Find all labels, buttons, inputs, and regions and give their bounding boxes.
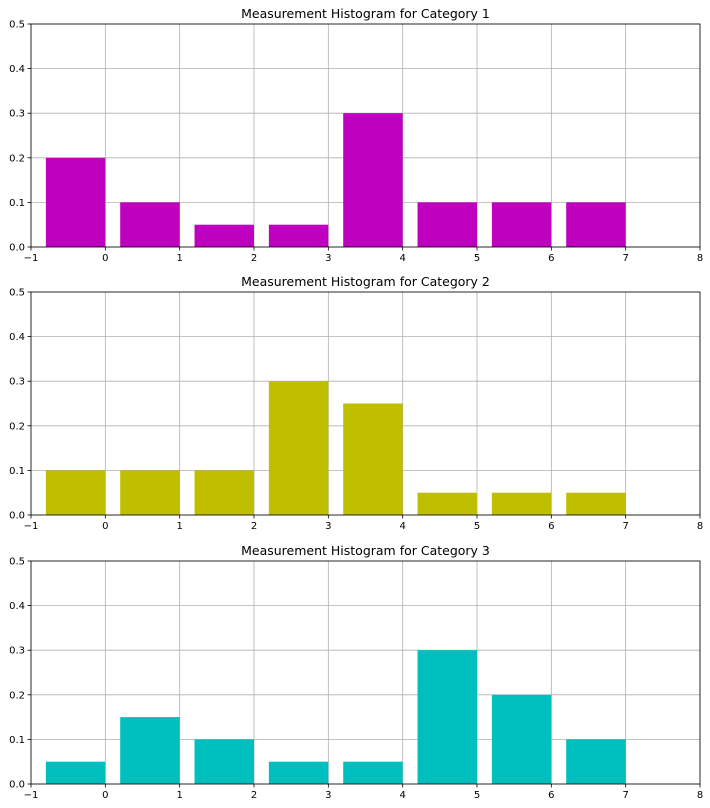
x-tick-label: 4 xyxy=(399,253,405,264)
bar-7 xyxy=(566,739,626,784)
bar-6 xyxy=(491,492,552,515)
x-tick-label: 5 xyxy=(474,253,480,264)
y-tick-label: 0.5 xyxy=(9,288,25,299)
y-tick-label: 0.4 xyxy=(9,601,25,612)
bar-3 xyxy=(268,761,329,784)
bar-4 xyxy=(343,113,403,247)
x-tick-label: 8 xyxy=(697,521,703,532)
bar-2 xyxy=(194,470,254,515)
y-tick-label: 0.1 xyxy=(9,198,25,209)
bar-3 xyxy=(268,381,329,515)
bar-6 xyxy=(491,202,552,247)
x-tick-label: −1 xyxy=(24,521,39,532)
y-tick-label: 0.5 xyxy=(9,20,25,31)
y-tick-label: 0.3 xyxy=(9,646,25,657)
bar-7 xyxy=(566,202,626,247)
bar-1 xyxy=(120,717,180,784)
x-tick-label: 6 xyxy=(548,790,554,801)
x-tick-label: 0 xyxy=(102,790,108,801)
bar-4 xyxy=(343,403,403,515)
bar-7 xyxy=(566,492,626,515)
chart-title: Measurement Histogram for Category 3 xyxy=(241,543,490,558)
bar-0 xyxy=(45,761,106,784)
y-tick-label: 0.2 xyxy=(9,421,25,432)
x-tick-label: 7 xyxy=(622,253,628,264)
x-tick-label: 3 xyxy=(325,521,331,532)
y-tick-label: 0.4 xyxy=(9,64,25,75)
x-tick-label: 1 xyxy=(176,790,182,801)
x-tick-label: 0 xyxy=(102,253,108,264)
bar-5 xyxy=(417,202,477,247)
y-tick-label: 0.3 xyxy=(9,109,25,120)
x-tick-label: 4 xyxy=(399,521,405,532)
y-tick-label: 0.1 xyxy=(9,735,25,746)
axes-frame xyxy=(30,291,701,516)
bar-2 xyxy=(194,224,254,247)
y-tick-label: 0.0 xyxy=(9,243,25,254)
x-tick-label: 7 xyxy=(622,790,628,801)
x-tick-label: 5 xyxy=(474,521,480,532)
y-tick-label: 0.1 xyxy=(9,466,25,477)
y-tick-label: 0.0 xyxy=(9,780,25,791)
bar-0 xyxy=(45,157,106,247)
x-tick-label: 3 xyxy=(325,253,331,264)
y-tick-label: 0.5 xyxy=(9,557,25,568)
axes-frame xyxy=(30,23,701,248)
x-tick-label: 2 xyxy=(251,521,257,532)
x-tick-label: 3 xyxy=(325,790,331,801)
x-tick-label: 6 xyxy=(548,253,554,264)
x-tick-label: −1 xyxy=(24,253,39,264)
x-tick-label: 4 xyxy=(399,790,405,801)
chart-title: Measurement Histogram for Category 1 xyxy=(241,6,490,21)
bar-3 xyxy=(268,224,329,247)
bar-1 xyxy=(120,202,180,247)
x-tick-label: 7 xyxy=(622,521,628,532)
bar-0 xyxy=(45,470,106,515)
chart-title: Measurement Histogram for Category 2 xyxy=(241,274,490,289)
x-tick-label: 1 xyxy=(176,253,182,264)
x-tick-label: 6 xyxy=(548,521,554,532)
chart-panel-2: Measurement Histogram for Category 2 −1 0 1… xyxy=(9,274,703,532)
chart-panel-1: Measurement Histogram for Category 1 −1 0 1… xyxy=(9,6,703,264)
axes-frame xyxy=(30,560,701,785)
y-tick-label: 0.2 xyxy=(9,690,25,701)
bar-2 xyxy=(194,739,254,784)
bar-5 xyxy=(417,650,477,784)
y-tick-label: 0.3 xyxy=(9,377,25,388)
bar-1 xyxy=(120,470,180,515)
y-tick-label: 0.4 xyxy=(9,332,25,343)
x-tick-label: 2 xyxy=(251,253,257,264)
x-tick-label: 2 xyxy=(251,790,257,801)
chart-panel-3: Measurement Histogram for Category 3 −1 0 1… xyxy=(9,543,703,801)
x-tick-label: 5 xyxy=(474,790,480,801)
x-tick-label: 8 xyxy=(697,790,703,801)
y-tick-label: 0.0 xyxy=(9,511,25,522)
bar-6 xyxy=(491,694,552,784)
x-tick-label: −1 xyxy=(24,790,39,801)
x-tick-label: 8 xyxy=(697,253,703,264)
y-tick-label: 0.2 xyxy=(9,153,25,164)
bar-4 xyxy=(343,761,403,784)
x-tick-label: 1 xyxy=(176,521,182,532)
bar-5 xyxy=(417,492,477,515)
x-tick-label: 0 xyxy=(102,521,108,532)
